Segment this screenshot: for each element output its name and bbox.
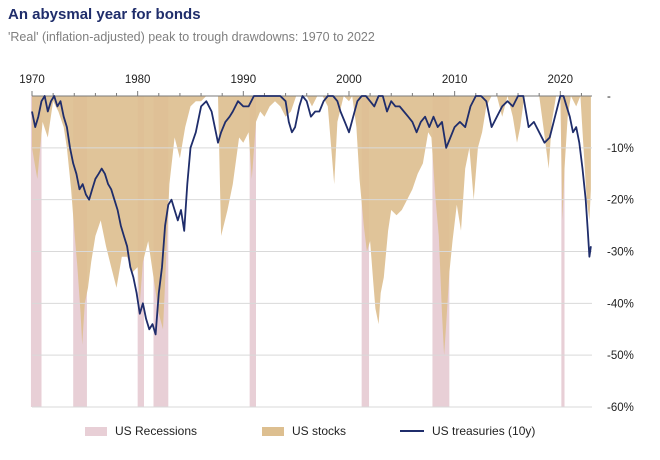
series-us-stocks-area [32,96,591,356]
legend-item-treasuries: US treasuries (10y) [400,424,535,438]
y-tick-label: - [607,91,611,103]
legend-label-recessions: US Recessions [115,424,198,438]
y-tick-label: -30% [607,247,634,259]
legend-item-stocks: US stocks [262,424,346,438]
legend-label-treasuries: US treasuries (10y) [432,424,536,438]
legend-label-stocks: US stocks [292,424,347,438]
chart-legend: US Recessions US stocks US treasuries (1… [0,418,660,446]
x-tick-label: 1980 [125,74,151,86]
y-tick-label: -10% [607,143,634,155]
x-tick-label: 2020 [548,74,574,86]
x-tick-label: 2000 [336,74,362,86]
x-tick-label: 1990 [231,74,257,86]
y-tick-label: -40% [607,298,634,310]
legend-swatch-recessions [85,426,107,436]
y-tick-label: -50% [607,350,634,362]
legend-swatch-treasuries [400,430,424,432]
y-tick-label: -20% [607,195,634,207]
legend-item-recessions: US Recessions [85,424,197,438]
chart-subtitle: 'Real' (inflation-adjusted) peak to trou… [8,30,375,44]
chart-title: An abysmal year for bonds [8,6,201,23]
x-tick-label: 1970 [19,74,45,86]
x-tick-label: 2010 [442,74,468,86]
series-us-treasuries-line [31,95,592,336]
y-tick-label: -60% [607,402,634,414]
legend-swatch-stocks [262,426,284,436]
